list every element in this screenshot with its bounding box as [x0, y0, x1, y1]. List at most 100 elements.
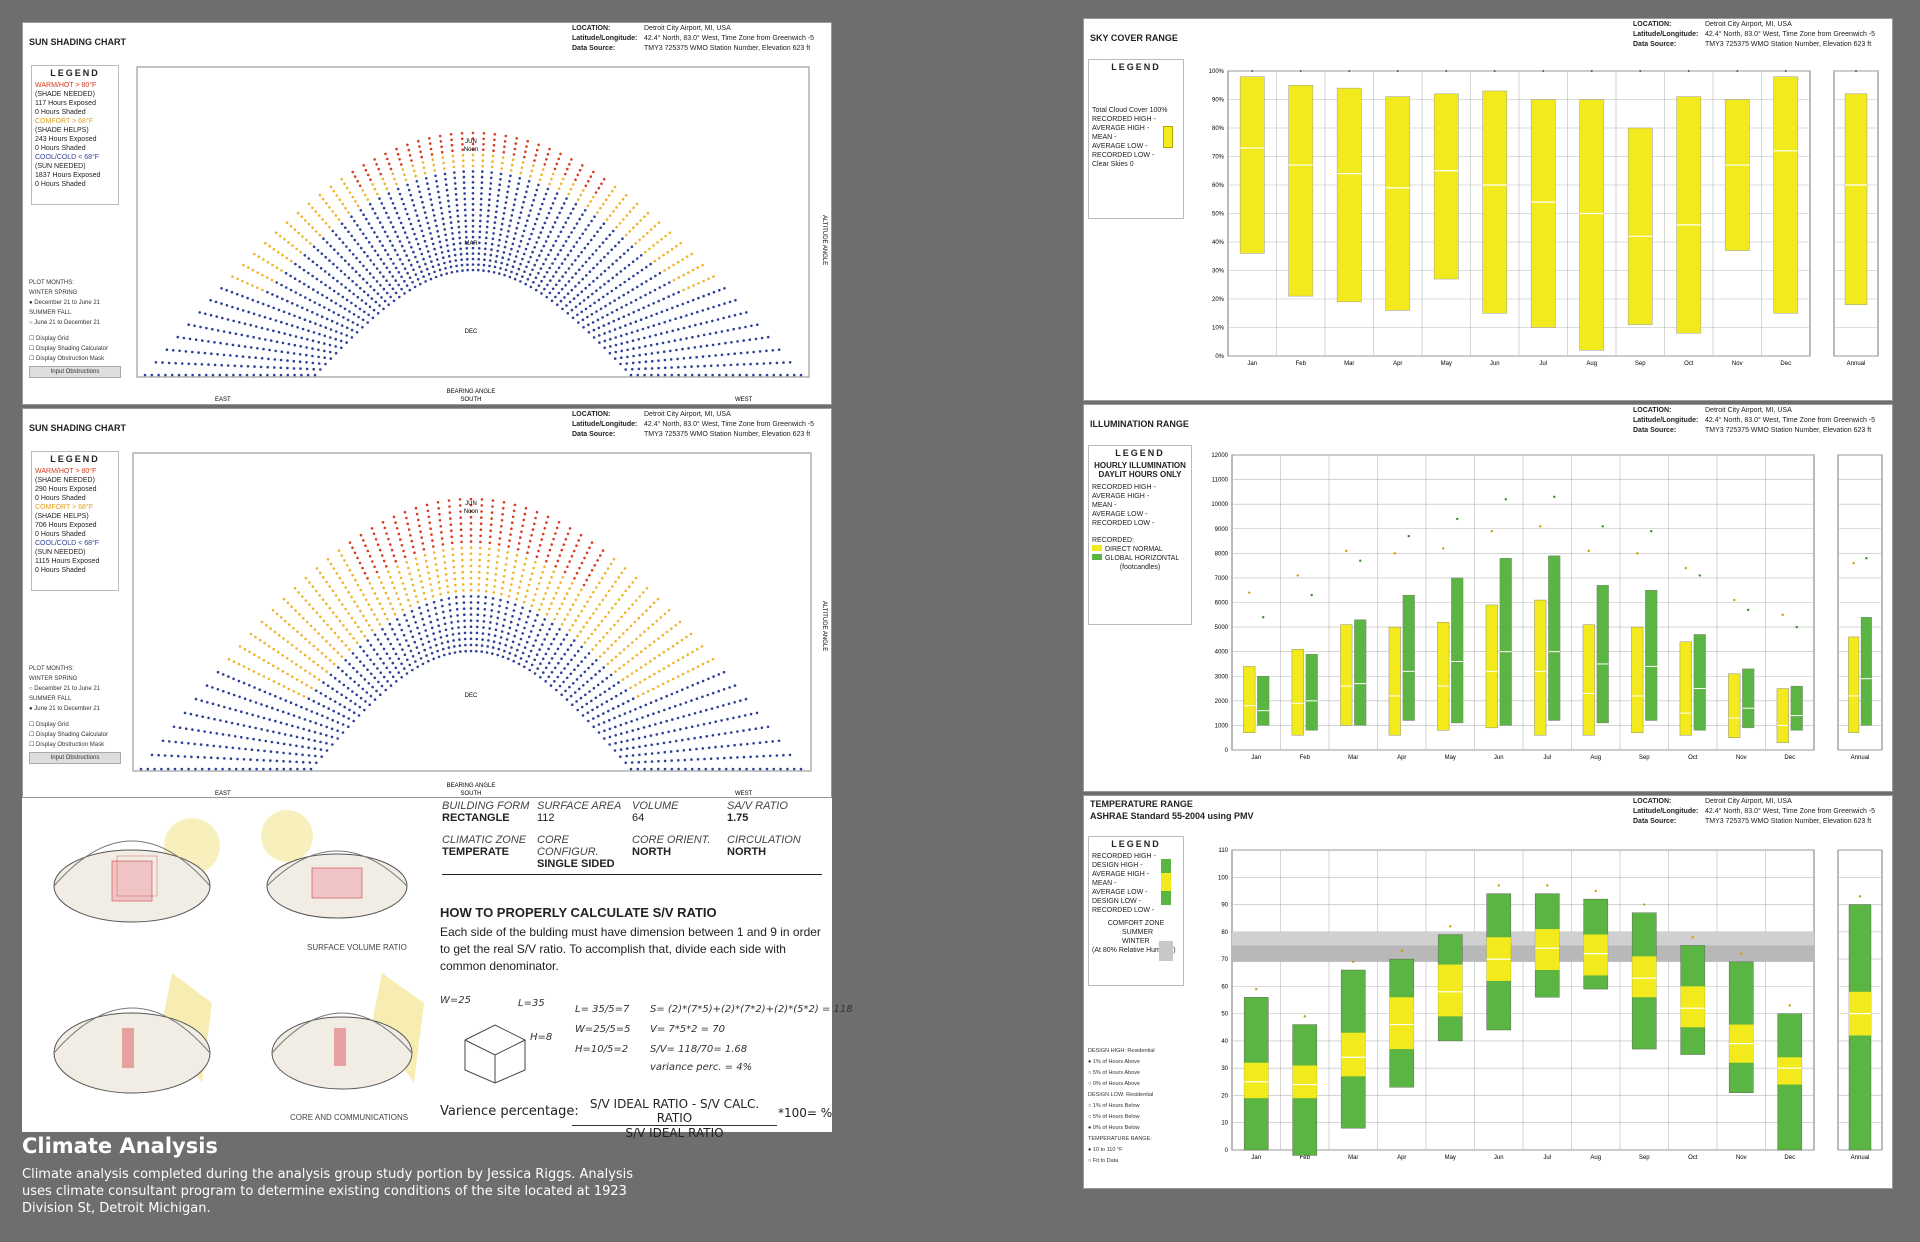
- sun-dot: [632, 274, 635, 278]
- sun-dot: [574, 285, 577, 288]
- checkbox-grid[interactable]: ☐ Display Grid: [29, 722, 69, 728]
- sun-dot: [724, 341, 727, 345]
- sun-dot: [512, 659, 515, 663]
- sun-dot: [634, 683, 637, 687]
- checkbox-obstruction[interactable]: ☐ Display Obstruction Mask: [29, 742, 105, 748]
- sun-dot: [219, 341, 222, 345]
- sun-dot: [391, 275, 395, 278]
- sun-dot: [602, 635, 605, 639]
- radio-dec-jun[interactable]: ● December 21 to June 21: [29, 300, 101, 306]
- sun-dot: [478, 236, 481, 239]
- sun-dot: [351, 280, 354, 283]
- radio-dh2[interactable]: ○ 5% of Hours Above: [1088, 1070, 1140, 1076]
- sun-dot: [373, 565, 376, 569]
- sun-dot: [348, 249, 352, 252]
- sun-dot: [315, 611, 319, 614]
- sun-dot: [315, 567, 319, 570]
- sun-dot: [711, 319, 714, 323]
- sun-dot: [544, 592, 547, 595]
- sun-dot: [431, 208, 435, 212]
- sun-dot: [407, 644, 410, 647]
- input-obstructions-button[interactable]: Input Obstructions: [29, 366, 121, 378]
- sun-dot: [414, 621, 417, 624]
- sun-dot: [391, 244, 394, 247]
- radio-dl2[interactable]: ○ 5% of Hours Below: [1088, 1114, 1140, 1120]
- radio-dl3[interactable]: ● 0% of Hours Below: [1088, 1125, 1140, 1131]
- sun-dot: [430, 589, 434, 592]
- sun-dot: [644, 250, 647, 254]
- sun-dot: [540, 249, 543, 253]
- sun-dot: [714, 354, 717, 357]
- sun-dot: [549, 206, 553, 210]
- sun-dot: [353, 238, 357, 242]
- sun-dot: [308, 320, 312, 323]
- sun-dot: [407, 259, 411, 262]
- radio-jun-dec[interactable]: ○ June 21 to December 21: [29, 320, 101, 326]
- sun-dot: [578, 236, 582, 240]
- sun-dot: [434, 219, 437, 222]
- checkbox-shading[interactable]: ☐ Display Shading Calculator: [29, 732, 109, 738]
- sun-dot: [434, 253, 438, 256]
- sun-dot: [444, 628, 448, 632]
- sun-dot: [296, 326, 299, 329]
- sun-dot: [552, 537, 555, 541]
- radio-dh3[interactable]: ○ 0% of Hours Above: [1088, 1081, 1140, 1087]
- sun-dot: [545, 521, 548, 524]
- x-tick-label: Jul: [1543, 1155, 1551, 1161]
- radio-dec-jun[interactable]: ○ December 21 to June 21: [29, 686, 101, 692]
- radio-tr2[interactable]: ○ Fit to Data: [1088, 1158, 1119, 1164]
- radio-tr1[interactable]: ● 10 to 110 °F: [1088, 1147, 1123, 1153]
- input-obstructions-button[interactable]: Input Obstructions: [29, 752, 121, 764]
- sun-dot: [312, 245, 316, 249]
- sun-dot: [302, 268, 306, 272]
- checkbox-shading[interactable]: ☐ Display Shading Calculator: [29, 346, 109, 352]
- sun-dot: [443, 622, 447, 626]
- checkbox-obstruction[interactable]: ☐ Display Obstruction Mask: [29, 356, 105, 362]
- sun-dot: [476, 613, 480, 616]
- sun-dot: [294, 703, 298, 707]
- sun-dot: [317, 362, 321, 365]
- radio-dl1[interactable]: ○ 1% of Hours Below: [1088, 1103, 1140, 1109]
- sun-dot: [324, 655, 328, 659]
- sun-dot: [198, 373, 201, 377]
- sun-dot: [221, 767, 224, 771]
- variance-fraction: S/V IDEAL RATIO - S/V CALC. RATIO S/V ID…: [572, 1097, 777, 1140]
- sun-dot: [711, 343, 715, 347]
- sun-dot: [314, 230, 318, 233]
- sun-dot: [246, 266, 250, 269]
- radio-dh1[interactable]: ● 1% of Hours Above: [1088, 1059, 1140, 1065]
- sun-dot: [613, 299, 616, 302]
- sun-dot: [577, 593, 580, 597]
- sun-dot: [561, 576, 565, 579]
- sun-dot: [612, 707, 615, 710]
- sun-dot: [427, 640, 431, 644]
- sun-dot: [226, 318, 230, 321]
- sun-dot: [483, 258, 486, 261]
- checkbox-grid[interactable]: ☐ Display Grid: [29, 336, 69, 342]
- sun-dot: [263, 315, 267, 319]
- sun-dot: [569, 694, 573, 698]
- sun-dot: [457, 220, 460, 223]
- sun-dot: [658, 654, 661, 657]
- sun-dot: [599, 286, 602, 289]
- sun-dot: [766, 335, 770, 339]
- sun-dot: [445, 272, 449, 275]
- sun-dot: [572, 297, 576, 300]
- sun-dot: [469, 509, 473, 513]
- sun-dot: [452, 639, 455, 642]
- sun-dot: [607, 322, 611, 325]
- sun-dot: [401, 608, 404, 611]
- sun-dot: [590, 541, 594, 544]
- sun-dot: [413, 232, 416, 236]
- sun-dot: [449, 265, 453, 269]
- sun-dot: [639, 318, 643, 321]
- sun-dot: [388, 622, 392, 626]
- sun-dot: [521, 606, 524, 610]
- radio-jun-dec[interactable]: ● June 21 to December 21: [29, 706, 101, 712]
- sun-dot: [506, 263, 509, 266]
- sun-dot: [619, 255, 622, 259]
- sun-dot: [677, 276, 681, 279]
- sun-dot: [405, 254, 409, 257]
- sun-dot: [665, 630, 669, 634]
- sun-dot: [283, 237, 286, 241]
